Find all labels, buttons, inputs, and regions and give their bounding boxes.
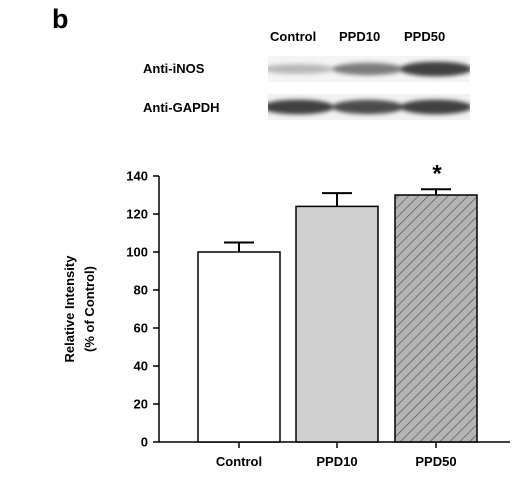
blot-band	[400, 99, 470, 115]
y-tick-label: 0	[141, 435, 148, 450]
blot-row-label-inos: Anti-iNOS	[143, 61, 205, 76]
blot-band	[332, 62, 404, 76]
y-tick-label: 60	[134, 321, 148, 336]
bar-ppd10	[295, 205, 379, 443]
y-axis-title-line1: Relative Intensity	[62, 255, 77, 363]
blot-band	[268, 64, 334, 74]
y-tick-label: 120	[126, 207, 148, 222]
y-tick-label: 100	[126, 245, 148, 260]
y-tick-label: 80	[134, 283, 148, 298]
blot-lane-label-ppd10: PPD10	[339, 29, 381, 44]
y-tick-label: 20	[134, 397, 148, 412]
blot-band	[332, 99, 404, 115]
y-tick-label: 40	[134, 359, 148, 374]
significance-marker: *	[432, 160, 442, 187]
y-tick-label: 140	[126, 169, 148, 184]
western-blot-strip-inos	[268, 56, 470, 82]
x-tick-label: Control	[216, 454, 262, 469]
panel-label: b	[52, 4, 69, 34]
x-tick-label: PPD50	[415, 454, 456, 469]
western-blot-strip-gapdh	[268, 94, 470, 120]
blot-lane-label-ppd50: PPD50	[404, 29, 446, 44]
y-axis-title-line2: (% of Control)	[82, 266, 97, 352]
bar-control	[197, 251, 281, 443]
blot-band	[268, 99, 334, 115]
blot-row-label-gapdh: Anti-GAPDH	[143, 100, 220, 115]
blot-band	[400, 61, 470, 77]
x-tick-label: PPD10	[316, 454, 357, 469]
blot-lane-label-control: Control	[270, 29, 317, 44]
bar-ppd50	[394, 194, 478, 443]
